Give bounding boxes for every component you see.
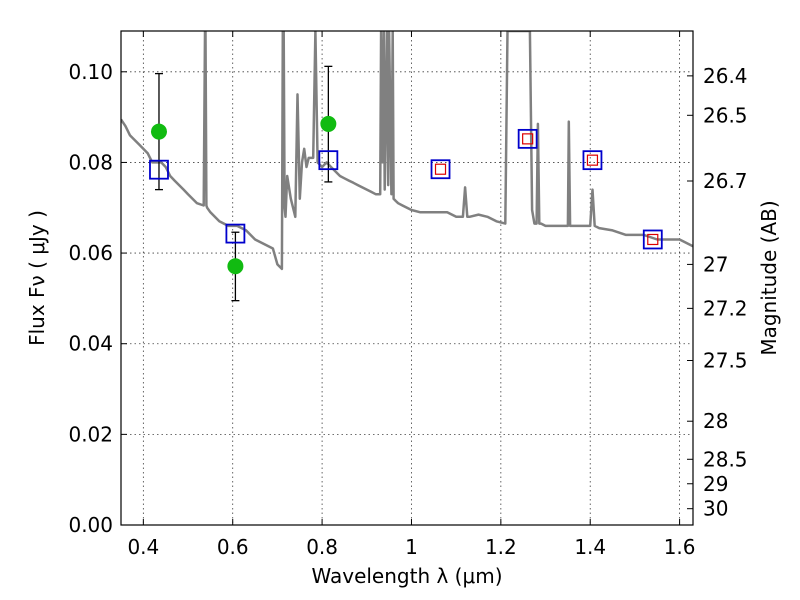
magnitude-axis-title: Magnitude (AB) xyxy=(757,200,781,355)
marker-layer xyxy=(149,65,663,302)
magnitude-tick-label: 27.2 xyxy=(703,296,748,320)
plot-frame xyxy=(120,30,694,526)
y-axis-title: Flux Fν ( μJy ) xyxy=(25,210,49,346)
observed-flux-point xyxy=(227,258,244,275)
plot-area xyxy=(121,31,693,302)
y-tick-label: 0.00 xyxy=(68,513,113,537)
y-tick-label: 0.06 xyxy=(68,241,113,265)
inner-red-square xyxy=(522,133,534,145)
magnitude-tick-label: 27 xyxy=(703,252,728,276)
model-flux-square xyxy=(582,150,603,171)
model-flux-square xyxy=(149,159,169,180)
magnitude-tick-label: 26.7 xyxy=(703,169,748,193)
inner-red-square xyxy=(434,163,447,175)
inner-red-square xyxy=(586,154,599,166)
x-axis-ticks: 0.4 0.6 0.8 1 1.2 1.4 1.6 xyxy=(127,31,696,559)
x-tick-label: 1.2 xyxy=(485,535,517,559)
magnitude-tick-label: 26.5 xyxy=(703,103,748,127)
x-tick-label: 1.6 xyxy=(664,535,696,559)
model-flux-square xyxy=(225,223,246,244)
y-tick-label: 0.08 xyxy=(68,150,113,174)
x-tick-label: 1.4 xyxy=(574,535,606,559)
magnitude-tick-label: 29 xyxy=(703,472,728,496)
y-tick-label: 0.02 xyxy=(68,422,113,446)
x-tick-label: 0.4 xyxy=(127,535,159,559)
y-axis-ticks: 0.00 0.02 0.04 0.06 0.08 0.10 xyxy=(68,60,127,537)
magnitude-tick-label: 28.5 xyxy=(703,447,748,471)
magnitude-tick-label: 26.4 xyxy=(703,64,748,88)
y-tick-label: 0.04 xyxy=(68,332,113,356)
magnitude-tick-label: 27.5 xyxy=(703,348,748,372)
sed-model-spectrum-line xyxy=(121,31,693,271)
model-flux-square xyxy=(430,159,451,180)
inner-red-square xyxy=(647,233,659,246)
x-tick-label: 0.8 xyxy=(306,535,338,559)
magnitude-tick-label: 30 xyxy=(703,497,728,521)
x-tick-label: 0.6 xyxy=(217,535,249,559)
y-tick-label: 0.10 xyxy=(68,60,113,84)
observed-flux-point xyxy=(320,115,337,132)
spectrum-layer xyxy=(121,31,693,271)
magnitude-tick-label: 28 xyxy=(703,409,728,433)
x-tick-label: 1 xyxy=(405,535,418,559)
model-flux-square xyxy=(318,150,339,171)
observed-flux-point xyxy=(150,123,167,140)
model-flux-square xyxy=(517,128,538,149)
x-axis-title: Wavelength λ (μm) xyxy=(311,564,502,588)
model-flux-square xyxy=(642,229,663,250)
